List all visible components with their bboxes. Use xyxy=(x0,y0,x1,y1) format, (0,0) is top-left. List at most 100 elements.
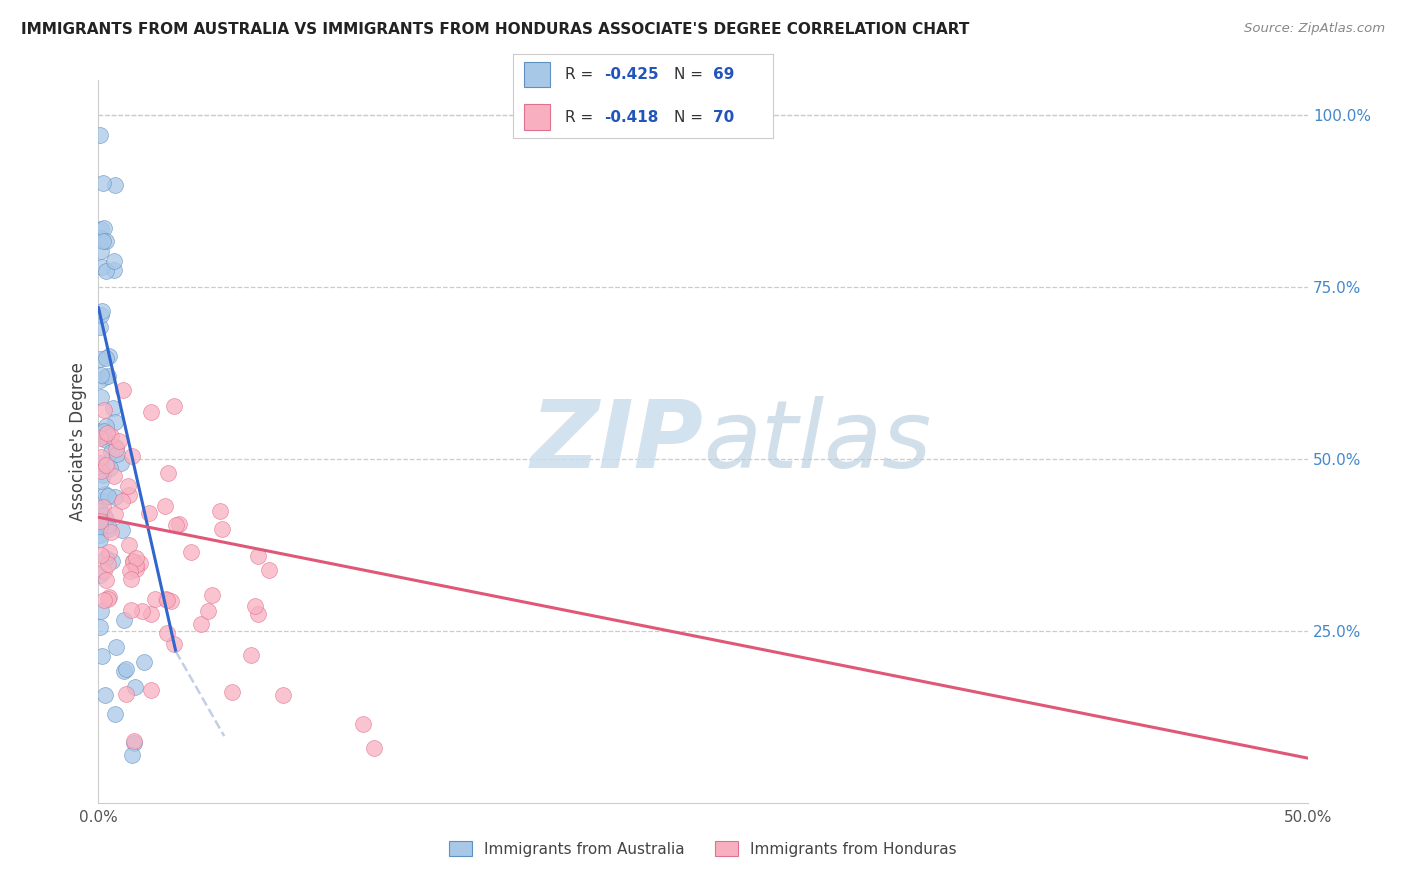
Point xyxy=(114,662,136,676)
Point xyxy=(98,461,121,475)
Point xyxy=(97,522,120,536)
Point xyxy=(89,514,111,528)
Point xyxy=(98,349,121,363)
Point xyxy=(91,500,114,514)
Point xyxy=(163,637,186,651)
Text: R =: R = xyxy=(565,110,599,125)
Point xyxy=(91,234,114,248)
Point xyxy=(94,419,117,434)
Point xyxy=(117,479,139,493)
Point xyxy=(89,527,111,541)
Point xyxy=(97,517,120,532)
Point xyxy=(190,617,212,632)
Text: ZIP: ZIP xyxy=(530,395,703,488)
Point xyxy=(90,464,112,478)
Point xyxy=(122,736,145,750)
Point xyxy=(97,590,120,604)
Point xyxy=(96,550,118,565)
Point xyxy=(156,625,179,640)
Point xyxy=(93,688,115,702)
Point xyxy=(103,469,125,483)
Point xyxy=(96,264,118,278)
Point xyxy=(89,424,111,438)
Point xyxy=(124,680,146,694)
Point xyxy=(100,428,122,442)
Point xyxy=(100,554,122,568)
Point xyxy=(90,391,112,405)
Point xyxy=(90,308,112,322)
Point xyxy=(125,558,148,572)
Point xyxy=(153,499,176,513)
Point xyxy=(111,383,134,397)
Bar xyxy=(523,104,550,130)
Point xyxy=(143,591,166,606)
Point xyxy=(93,564,115,578)
Point xyxy=(111,494,134,508)
Point xyxy=(94,487,117,501)
Point xyxy=(157,466,180,480)
Point xyxy=(96,434,118,448)
Point xyxy=(105,447,128,461)
Point xyxy=(122,553,145,567)
Point xyxy=(100,445,122,459)
Point xyxy=(89,567,111,582)
Point xyxy=(163,399,186,413)
Point xyxy=(363,740,385,755)
Point xyxy=(100,525,122,540)
Text: N =: N = xyxy=(675,110,709,125)
Point xyxy=(110,456,132,470)
Point xyxy=(197,604,219,618)
Point xyxy=(108,434,131,449)
Text: N =: N = xyxy=(675,67,709,82)
Point xyxy=(141,607,163,621)
Point xyxy=(97,369,120,384)
Point xyxy=(93,424,115,438)
Point xyxy=(89,352,111,367)
Point xyxy=(121,747,143,762)
Point xyxy=(112,613,135,627)
Point xyxy=(89,520,111,534)
Text: R =: R = xyxy=(565,67,599,82)
Point xyxy=(246,607,269,622)
Point xyxy=(121,449,143,463)
Point xyxy=(118,488,141,502)
Text: atlas: atlas xyxy=(703,396,931,487)
Point xyxy=(94,370,117,384)
Point xyxy=(91,467,114,482)
Point xyxy=(257,563,280,577)
Point xyxy=(120,603,142,617)
Point xyxy=(141,405,163,419)
Point xyxy=(94,234,117,248)
Point xyxy=(90,492,112,507)
Point xyxy=(138,506,160,520)
Point xyxy=(209,504,232,518)
Point xyxy=(89,620,111,634)
Text: IMMIGRANTS FROM AUSTRALIA VS IMMIGRANTS FROM HONDURAS ASSOCIATE'S DEGREE CORRELA: IMMIGRANTS FROM AUSTRALIA VS IMMIGRANTS … xyxy=(21,22,970,37)
Point xyxy=(89,532,111,546)
Point xyxy=(94,573,117,587)
Point xyxy=(104,440,127,454)
Point xyxy=(273,688,295,702)
Point xyxy=(90,231,112,245)
Point xyxy=(93,593,115,607)
Point xyxy=(125,550,148,565)
Legend: Immigrants from Australia, Immigrants from Honduras: Immigrants from Australia, Immigrants fr… xyxy=(449,841,957,856)
Point xyxy=(90,244,112,258)
Bar xyxy=(523,62,550,87)
Point xyxy=(243,599,266,613)
Point xyxy=(89,128,111,143)
Point xyxy=(122,554,145,568)
Point xyxy=(125,562,148,576)
Point xyxy=(114,686,136,700)
Point xyxy=(90,648,112,663)
Point xyxy=(211,522,233,536)
Point xyxy=(93,403,115,417)
Point xyxy=(112,665,135,679)
Text: Source: ZipAtlas.com: Source: ZipAtlas.com xyxy=(1244,22,1385,36)
Point xyxy=(103,254,125,268)
Point xyxy=(246,549,269,564)
Point xyxy=(94,351,117,365)
Y-axis label: Associate's Degree: Associate's Degree xyxy=(69,362,87,521)
Point xyxy=(98,545,121,559)
Point xyxy=(89,373,111,387)
